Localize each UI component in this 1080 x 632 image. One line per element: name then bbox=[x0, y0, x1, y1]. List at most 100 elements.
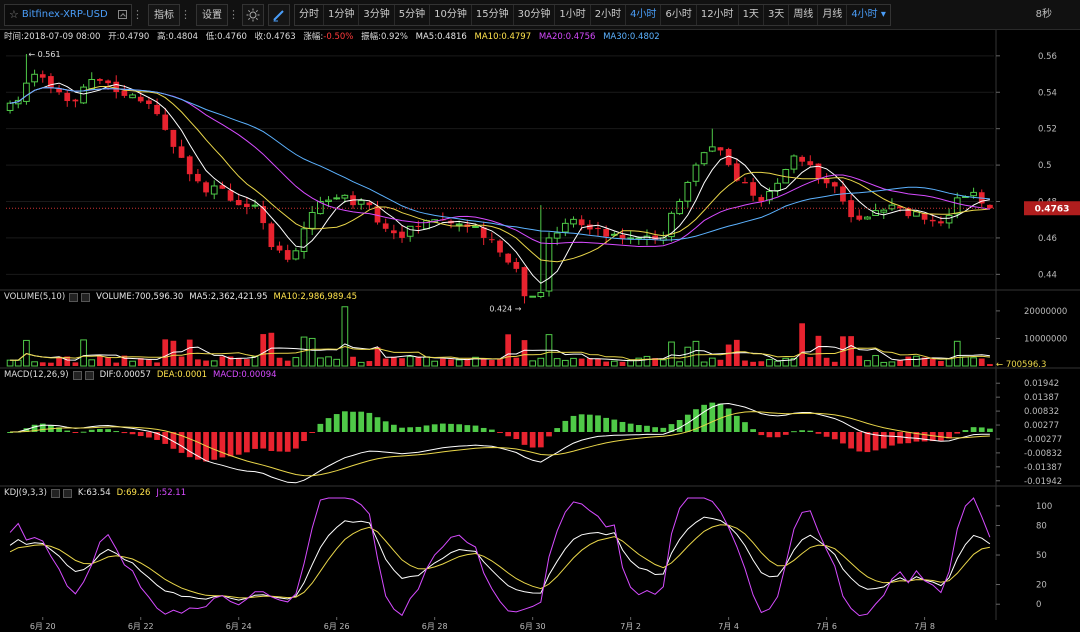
current-price-badge bbox=[1024, 201, 1080, 216]
period-tab[interactable]: 2小时 bbox=[591, 4, 627, 25]
volume-value: VOLUME:700,596.30 bbox=[96, 292, 184, 302]
macd-histogram-bar bbox=[399, 427, 405, 432]
symbol-selector[interactable]: ☆ Bitfinex-XRP-USD bbox=[4, 3, 132, 26]
settings-gear-icon[interactable] bbox=[72, 370, 82, 380]
volume-bar bbox=[72, 362, 79, 366]
close-icon[interactable] bbox=[62, 488, 72, 498]
candle-body bbox=[766, 191, 773, 201]
period-tab[interactable]: 12小时 bbox=[697, 4, 739, 25]
settings-button[interactable]: 设置 bbox=[196, 3, 228, 26]
volume-bar bbox=[880, 361, 888, 367]
period-tab[interactable]: 6小时 bbox=[661, 4, 697, 25]
macd-histogram-bar bbox=[799, 430, 805, 432]
external-link-icon[interactable] bbox=[118, 10, 127, 19]
candle-body bbox=[840, 186, 846, 202]
candle-body bbox=[72, 99, 79, 102]
macd-histogram-bar bbox=[64, 430, 71, 432]
macd-histogram-bar bbox=[317, 423, 324, 432]
period-tab[interactable]: 1天 bbox=[739, 4, 764, 25]
period-tab[interactable]: 3天 bbox=[764, 4, 790, 25]
macd-dif: DIF:0.00057 bbox=[99, 370, 151, 380]
volume-bar bbox=[790, 358, 798, 367]
candle-body bbox=[717, 147, 724, 151]
period-dropdown[interactable]: 4小时 ▾ bbox=[847, 5, 890, 25]
volume-bar bbox=[766, 359, 773, 367]
volume-bar bbox=[415, 356, 422, 366]
indicator-button[interactable]: 指标 bbox=[148, 3, 180, 26]
more-dots-icon[interactable]: ⋮ bbox=[228, 8, 239, 21]
ma5-line bbox=[10, 82, 990, 284]
macd-histogram-bar bbox=[244, 432, 250, 453]
volume-bar bbox=[635, 357, 643, 367]
volume-bar bbox=[431, 360, 439, 367]
settings-gear-icon[interactable] bbox=[50, 488, 60, 498]
macd-histogram-bar bbox=[856, 432, 863, 452]
info-change-value: -0.50% bbox=[323, 32, 354, 42]
period-tab[interactable]: 5分钟 bbox=[395, 4, 431, 25]
close-icon[interactable] bbox=[84, 370, 94, 380]
drawing-pen-icon[interactable] bbox=[268, 3, 290, 26]
candle-body bbox=[14, 99, 22, 105]
info-time: 时间:2018-07-09 08:00 bbox=[4, 32, 101, 42]
settings-gear-icon[interactable] bbox=[69, 292, 79, 302]
volume-bar bbox=[137, 358, 144, 366]
volume-bar bbox=[978, 358, 985, 366]
period-tab[interactable]: 1小时 bbox=[555, 4, 591, 25]
x-tick-label: 7月 8 bbox=[914, 622, 935, 631]
candle-body bbox=[260, 206, 267, 224]
period-tab[interactable]: 30分钟 bbox=[514, 4, 556, 25]
volume-bar bbox=[260, 334, 267, 366]
candle-body bbox=[48, 76, 54, 89]
macd-histogram-bar bbox=[635, 425, 642, 432]
macd-tick-label: 0.00277 bbox=[1024, 421, 1059, 431]
candle-body bbox=[448, 220, 454, 224]
candle-body bbox=[227, 190, 234, 201]
period-tab[interactable]: 15分钟 bbox=[472, 4, 514, 25]
volume-bar bbox=[970, 357, 977, 367]
more-dots-icon[interactable]: ⋮ bbox=[180, 8, 191, 21]
period-tab[interactable]: 4小时 bbox=[626, 4, 662, 25]
volume-bar bbox=[725, 344, 732, 366]
macd-histogram-bar bbox=[407, 427, 414, 432]
period-tab[interactable]: 1分钟 bbox=[324, 4, 360, 25]
high-marker: ← 0.561 bbox=[28, 50, 60, 59]
volume-bar bbox=[219, 356, 226, 366]
period-tab[interactable]: 月线 bbox=[818, 4, 848, 25]
volume-bar bbox=[154, 362, 160, 366]
volume-bar bbox=[831, 361, 838, 366]
close-icon[interactable] bbox=[81, 292, 91, 302]
candle-body bbox=[545, 237, 553, 292]
macd-histogram-bar bbox=[921, 432, 928, 442]
info-ma10: MA10:0.4797 bbox=[474, 32, 532, 42]
volume-bar bbox=[14, 359, 22, 367]
volume-bar bbox=[595, 358, 601, 366]
macd-histogram-bar bbox=[595, 415, 601, 432]
period-tab[interactable]: 3分钟 bbox=[359, 4, 395, 25]
volume-bar bbox=[905, 356, 912, 366]
candle-body bbox=[366, 202, 373, 206]
star-icon[interactable]: ☆ bbox=[9, 8, 19, 21]
candle-body bbox=[750, 182, 756, 196]
volume-bar bbox=[97, 356, 103, 366]
macd-histogram-bar bbox=[23, 428, 30, 432]
volume-bar bbox=[186, 339, 193, 366]
period-tab[interactable]: 分时 bbox=[295, 4, 324, 25]
period-tab[interactable]: 10分钟 bbox=[430, 4, 472, 25]
volume-bar bbox=[357, 361, 365, 367]
volume-ma10-line bbox=[10, 345, 990, 361]
more-dots-icon[interactable]: ⋮ bbox=[132, 8, 143, 21]
macd-histogram-bar bbox=[276, 432, 283, 452]
period-tab[interactable]: 周线 bbox=[789, 4, 819, 25]
theme-sun-icon[interactable] bbox=[242, 3, 264, 26]
macd-histogram-bar bbox=[791, 431, 797, 433]
volume-bar bbox=[374, 347, 381, 366]
x-tick-label: 6月 30 bbox=[520, 622, 546, 631]
volume-bar bbox=[423, 356, 430, 367]
macd-histogram-bar bbox=[987, 428, 993, 432]
candle-body bbox=[603, 229, 610, 237]
volume-bar bbox=[938, 360, 944, 366]
volume-bar bbox=[88, 359, 96, 367]
candle-body bbox=[284, 250, 291, 260]
candle-body bbox=[105, 80, 111, 84]
